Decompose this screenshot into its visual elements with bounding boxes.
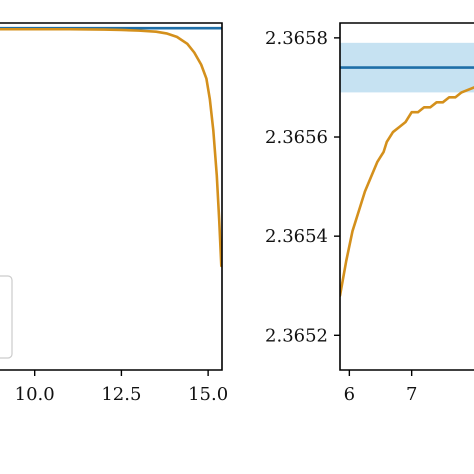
left-legend-box: [0, 275, 13, 359]
left-x-tick-label: 15.0: [188, 384, 228, 405]
left-plot: 10.0 12.5 15.0: [0, 22, 228, 405]
left-x-tick-label: 10.0: [15, 384, 55, 405]
right-x-tick-label: 7: [406, 384, 417, 405]
right-y-tick-label: 2.3652: [265, 325, 328, 346]
right-y-tick-label: 2.3658: [265, 28, 328, 49]
right-series-2-line: [340, 86, 474, 297]
right-y-tick-label: 2.3654: [265, 226, 328, 247]
left-series-2-line: [0, 27, 222, 268]
right-plot-frame: [339, 22, 474, 371]
right-plot-series: [340, 66, 474, 297]
right-y-axis: 2.3652 2.3654 2.3656 2.3658: [265, 28, 340, 346]
right-y-tick-label: 2.3656: [265, 127, 328, 148]
right-x-tick-label: 6: [344, 384, 355, 405]
left-x-axis: 10.0 12.5 15.0: [15, 370, 228, 405]
left-x-tick-label: 12.5: [101, 384, 141, 405]
left-plot-frame: [0, 22, 223, 371]
left-plot-series: [0, 26, 222, 268]
